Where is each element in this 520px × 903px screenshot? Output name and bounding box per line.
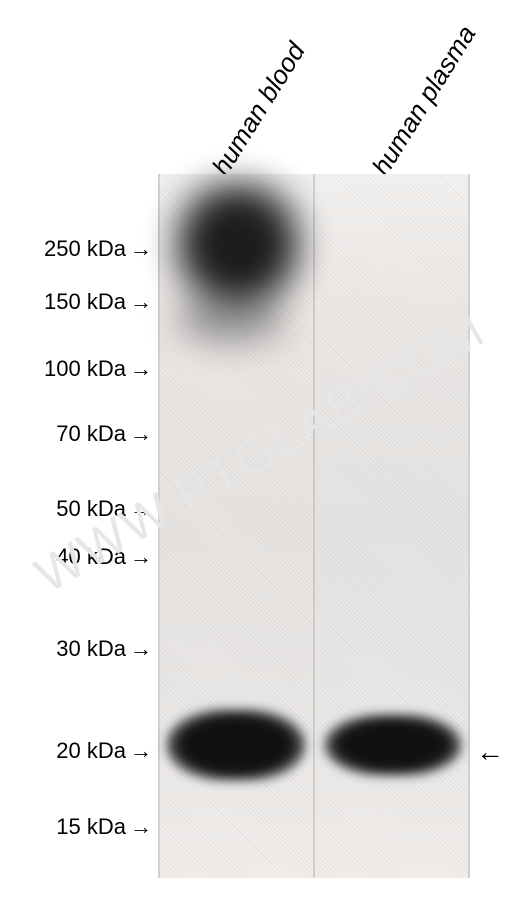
mw-marker-arrow-icon: → — [130, 423, 152, 445]
band-lane2 — [324, 714, 462, 776]
band-lane1 — [166, 709, 306, 781]
mw-marker-20-kDa: 20 kDa→ — [0, 738, 152, 764]
mw-marker-15-kDa: 15 kDa→ — [0, 814, 152, 840]
mw-marker-arrow-icon: → — [130, 638, 152, 660]
mw-marker-arrow-icon: → — [130, 238, 152, 260]
mw-marker-arrow-icon: → — [130, 291, 152, 313]
mw-marker-70-kDa: 70 kDa→ — [0, 421, 152, 447]
lane-divider — [313, 174, 315, 878]
mw-marker-label: 150 kDa — [44, 289, 126, 315]
mw-marker-label: 20 kDa — [56, 738, 126, 764]
mw-marker-100-kDa: 100 kDa→ — [0, 356, 152, 382]
mw-marker-label: 30 kDa — [56, 636, 126, 662]
mw-marker-150-kDa: 150 kDa→ — [0, 289, 152, 315]
mw-marker-30-kDa: 30 kDa→ — [0, 636, 152, 662]
mw-marker-label: 70 kDa — [56, 421, 126, 447]
mw-marker-label: 100 kDa — [44, 356, 126, 382]
target-band-arrow: ← — [476, 736, 504, 768]
mw-marker-arrow-icon: → — [130, 816, 152, 838]
mw-marker-label: 15 kDa — [56, 814, 126, 840]
blot-membrane — [158, 174, 470, 878]
western-blot-figure: WWW.PTGLAB.COM 250 kDa→150 kDa→100 kDa→7… — [0, 0, 520, 903]
membrane-right-edge — [468, 174, 470, 878]
mw-marker-label: 250 kDa — [44, 236, 126, 262]
lane-label-2: human plasma — [366, 20, 483, 181]
lane-label-1: human blood — [206, 37, 312, 181]
mw-marker-250-kDa: 250 kDa→ — [0, 236, 152, 262]
smear-lane1-1 — [168, 289, 293, 349]
mw-marker-arrow-icon: → — [130, 740, 152, 762]
mw-marker-arrow-icon: → — [130, 358, 152, 380]
